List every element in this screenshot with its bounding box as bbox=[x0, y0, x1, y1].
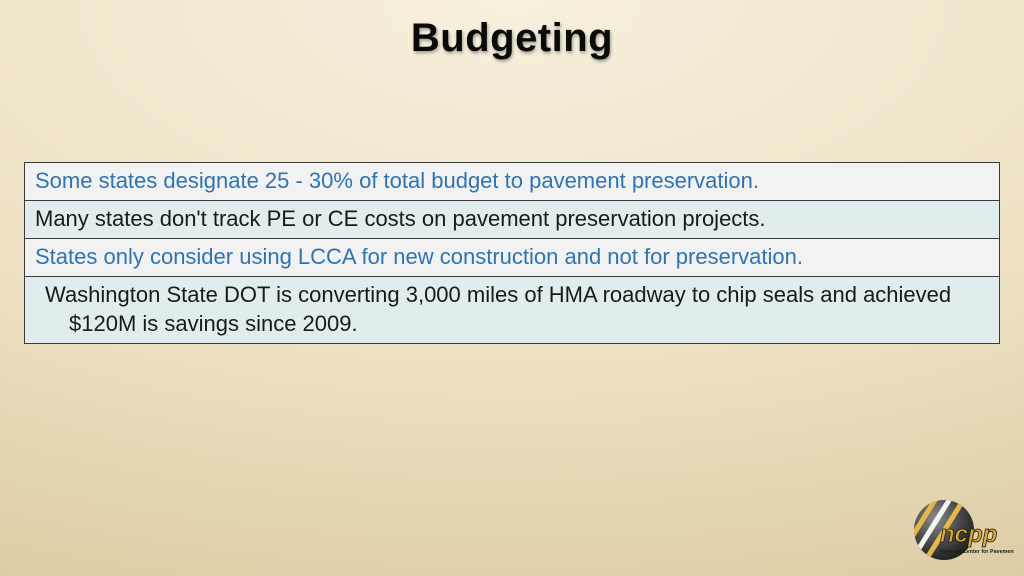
row-text: Washington State DOT is converting 3,000… bbox=[35, 280, 991, 338]
row-text: States only consider using LCCA for new … bbox=[35, 244, 803, 269]
row-text: Some states designate 25 - 30% of total … bbox=[35, 168, 759, 193]
ncpp-logo: ncpp National Center for Pavement Preser… bbox=[910, 496, 1014, 568]
table-row: Washington State DOT is converting 3,000… bbox=[25, 277, 999, 343]
slide: Budgeting Some states designate 25 - 30%… bbox=[0, 0, 1024, 576]
row-text: Many states don't track PE or CE costs o… bbox=[35, 206, 766, 231]
table-row: States only consider using LCCA for new … bbox=[25, 239, 999, 277]
table-row: Some states designate 25 - 30% of total … bbox=[25, 163, 999, 201]
logo-tagline: National Center for Pavement Preservatio… bbox=[940, 549, 1014, 555]
logo-acronym: ncpp bbox=[940, 521, 997, 548]
slide-title: Budgeting bbox=[0, 16, 1024, 61]
ncpp-logo-svg: ncpp National Center for Pavement Preser… bbox=[910, 496, 1014, 568]
table-row: Many states don't track PE or CE costs o… bbox=[25, 201, 999, 239]
content-table: Some states designate 25 - 30% of total … bbox=[24, 162, 1000, 344]
